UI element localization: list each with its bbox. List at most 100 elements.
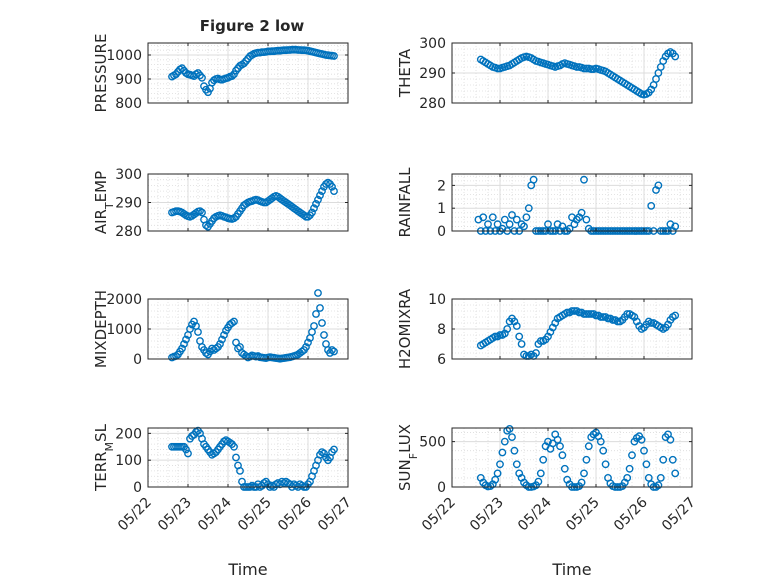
data-point bbox=[532, 349, 540, 357]
data-point bbox=[496, 331, 504, 339]
y-axis-label: THETA bbox=[396, 48, 414, 98]
data-point bbox=[479, 213, 488, 222]
y-tick-label: 200 bbox=[115, 426, 142, 442]
data-point bbox=[190, 317, 198, 326]
data-point bbox=[302, 343, 310, 351]
data-point bbox=[512, 215, 521, 224]
data-point bbox=[316, 304, 324, 312]
y-axis-label: MIXDEPTH bbox=[92, 290, 110, 368]
data-point bbox=[558, 451, 567, 460]
data-point bbox=[587, 310, 596, 318]
data-point bbox=[318, 187, 326, 196]
data-point bbox=[666, 435, 675, 444]
data-point bbox=[236, 466, 244, 475]
data-point bbox=[515, 332, 524, 341]
y-tick-label: 280 bbox=[419, 96, 446, 112]
data-point bbox=[328, 346, 336, 354]
data-point bbox=[230, 317, 238, 326]
y-tick-label: 900 bbox=[115, 72, 142, 88]
data-point bbox=[493, 64, 502, 73]
data-point bbox=[228, 72, 236, 81]
x-tick-label: 05/25 bbox=[563, 495, 603, 535]
data-point bbox=[508, 211, 516, 219]
data-point bbox=[178, 344, 186, 353]
data-point bbox=[601, 460, 610, 469]
data-point bbox=[314, 289, 322, 297]
data-point bbox=[580, 310, 588, 318]
y-tick-label: 0 bbox=[437, 480, 446, 496]
y-tick-label: 0 bbox=[437, 224, 446, 240]
axes-box bbox=[147, 42, 349, 104]
y-tick-label: 800 bbox=[115, 96, 142, 112]
y-axis-label: AIRTEMP bbox=[92, 171, 116, 234]
data-point bbox=[596, 437, 605, 446]
data-point bbox=[512, 322, 521, 330]
data-point bbox=[310, 204, 318, 213]
data-point bbox=[491, 332, 500, 341]
data-point bbox=[534, 477, 543, 486]
data-point bbox=[647, 201, 656, 210]
data-point bbox=[320, 331, 328, 339]
y-tick-label: 1000 bbox=[106, 322, 142, 338]
figure-title: Figure 2 low bbox=[200, 17, 305, 35]
data-point bbox=[491, 475, 500, 484]
data-point bbox=[320, 449, 328, 458]
x-axis-label: Time bbox=[227, 560, 267, 579]
subplot-7: 0 100 200 05/22 05/23 05/24 05/25 05/26 05/27 TER… bbox=[92, 423, 355, 579]
x-tick-label: 05/27 bbox=[659, 495, 699, 535]
data-point bbox=[608, 316, 617, 324]
data-point bbox=[544, 220, 552, 229]
data-point bbox=[548, 439, 557, 448]
y-axis-label: RAINFALL bbox=[396, 167, 414, 238]
data-point bbox=[198, 73, 206, 82]
y-tick-label: 6 bbox=[437, 352, 446, 368]
data-point bbox=[304, 338, 312, 347]
data-point bbox=[505, 424, 514, 433]
y-tick-label: 500 bbox=[419, 435, 446, 451]
x-tick-label: 05/24 bbox=[515, 494, 555, 534]
y-axis-label: TERRMSL bbox=[92, 423, 116, 492]
data-point bbox=[316, 191, 324, 200]
y-tick-label: 0 bbox=[133, 480, 142, 496]
data-point bbox=[637, 435, 646, 444]
data-point bbox=[505, 220, 514, 229]
data-point bbox=[330, 445, 338, 454]
y-tick-label: 10 bbox=[428, 292, 446, 308]
data-point bbox=[508, 433, 516, 441]
data-point bbox=[216, 340, 224, 348]
y-tick-label: 2 bbox=[437, 178, 446, 194]
y-tick-label: 280 bbox=[115, 224, 142, 240]
data-point bbox=[599, 446, 608, 455]
series-markers bbox=[168, 426, 338, 491]
data-point bbox=[587, 65, 596, 74]
data-point bbox=[529, 175, 538, 184]
y-tick-label: 1 bbox=[437, 201, 446, 217]
y-tick-label: 100 bbox=[115, 453, 142, 469]
x-axis-label: Time bbox=[551, 560, 591, 579]
data-point bbox=[582, 310, 591, 318]
data-point bbox=[584, 442, 593, 451]
data-point bbox=[592, 311, 600, 320]
data-point bbox=[312, 310, 320, 318]
data-point bbox=[582, 455, 591, 464]
data-point bbox=[572, 63, 581, 71]
data-point bbox=[218, 335, 226, 344]
data-point bbox=[522, 213, 531, 222]
data-point bbox=[647, 319, 656, 327]
data-point bbox=[623, 473, 632, 482]
data-point bbox=[184, 449, 192, 458]
data-point bbox=[580, 64, 588, 73]
y-axis-label: SUNFLUX bbox=[396, 424, 420, 491]
data-point bbox=[582, 215, 591, 224]
data-point bbox=[186, 325, 194, 333]
data-point bbox=[228, 319, 236, 327]
data-point bbox=[671, 469, 680, 478]
data-point bbox=[659, 455, 668, 464]
data-point bbox=[212, 344, 220, 353]
data-point bbox=[232, 453, 240, 462]
data-point bbox=[584, 310, 593, 318]
subplot-2: 280 290 300 THETA bbox=[396, 36, 693, 112]
data-point bbox=[560, 464, 569, 473]
data-point bbox=[644, 473, 653, 482]
y-tick-label: 300 bbox=[115, 167, 142, 183]
